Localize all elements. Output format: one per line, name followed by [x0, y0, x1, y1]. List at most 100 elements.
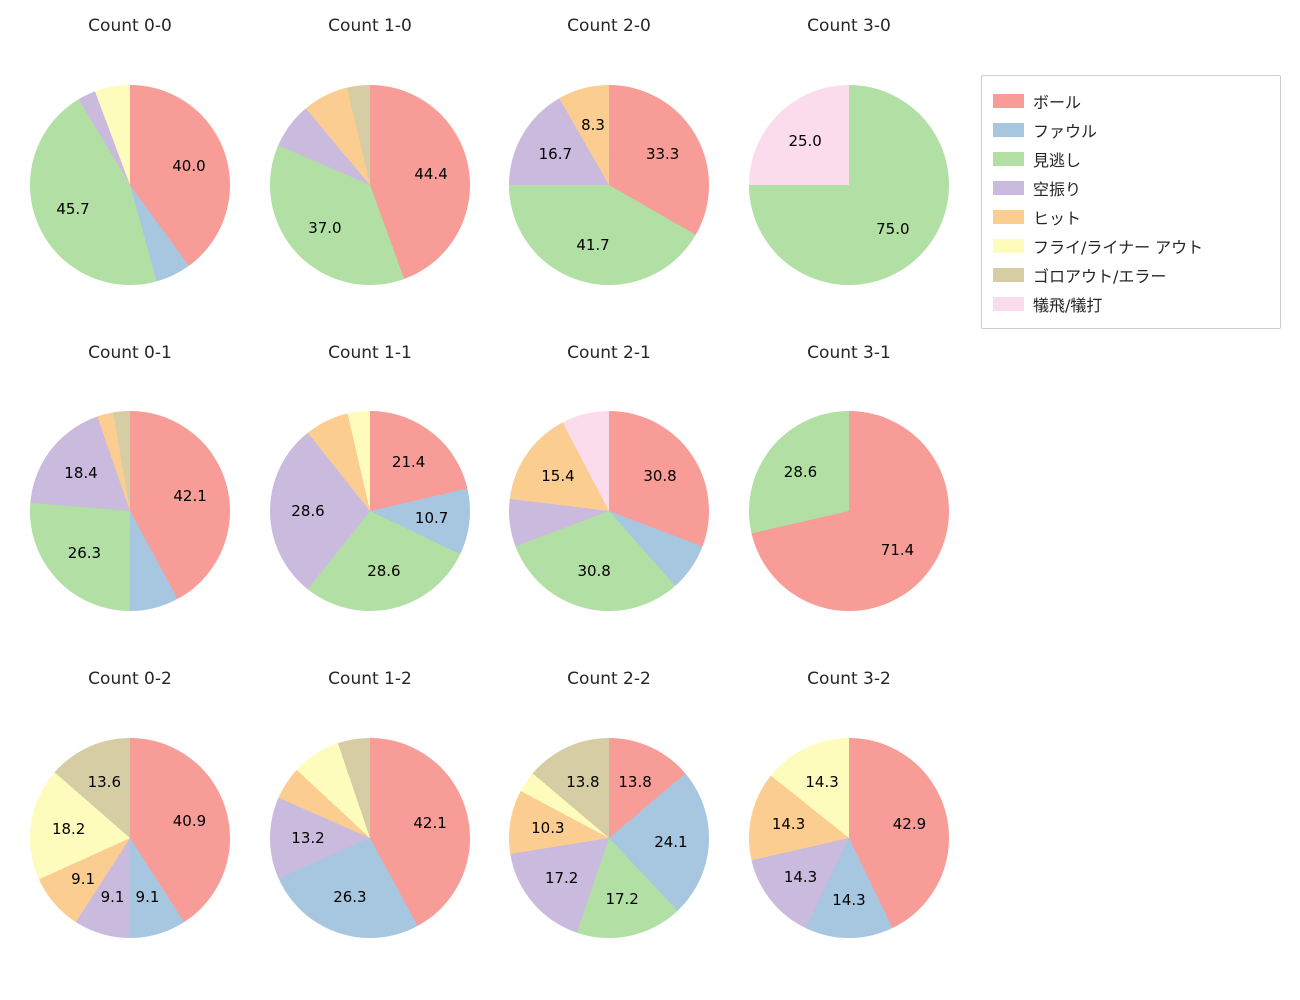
legend-swatch-sacrifice [993, 296, 1024, 311]
pie-percent-label: 25.0 [788, 132, 822, 151]
pie-percent-label: 41.7 [576, 235, 610, 254]
pie-chart-count-3-2: 42.9 14.3 14.3 14.3 14.3 [749, 738, 949, 938]
pie-percent-label: 26.3 [333, 887, 367, 906]
pie-circle [749, 411, 949, 611]
legend: ボール ファウル 見逃し 空振り ヒット フライ/ライナー アウト ゴロアウト/… [981, 75, 1281, 329]
pie-percent-label: 37.0 [308, 218, 342, 237]
legend-label: 空振り [1033, 179, 1082, 199]
pie-circle [509, 738, 709, 938]
pie-circle [30, 85, 230, 285]
pie-percent-label: 40.9 [172, 811, 207, 830]
pie-chart-count-0-1: 42.1 26.3 18.4 [30, 411, 230, 611]
pie-percent-label: 45.7 [56, 200, 90, 219]
pie-circle [30, 738, 230, 938]
legend-swatch-foul [993, 122, 1024, 137]
pie-percent-label: 13.6 [87, 772, 121, 791]
legend-item-fly-liner-out: フライ/ライナー アウト [993, 231, 1269, 260]
pie-chart-count-3-1: 71.4 28.6 [749, 411, 949, 611]
pie-title-count-3-1: Count 3-1 [807, 343, 891, 363]
pie-percent-label: 28.6 [367, 562, 401, 581]
legend-item-swinging-strike: 空振り [993, 173, 1269, 202]
pie-title-count-1-1: Count 1-1 [328, 343, 412, 363]
legend-swatch-fly-liner-out [993, 238, 1024, 253]
pie-circle [270, 85, 470, 285]
legend-label: フライ/ライナー アウト [1033, 237, 1204, 257]
pie-percent-label: 26.3 [67, 544, 102, 562]
pie-percent-label: 15.4 [541, 466, 575, 485]
legend-swatch-called-strike [993, 151, 1024, 166]
pie-percent-label: 71.4 [880, 540, 915, 559]
pie-chart-count-2-0: 33.3 41.7 16.7 8.3 [509, 85, 709, 285]
legend-swatch-ball [993, 93, 1024, 108]
pie-percent-label: 17.2 [544, 869, 579, 888]
legend-swatch-groundout-error [993, 267, 1024, 282]
pie-percent-label: 8.3 [581, 116, 605, 135]
pie-percent-label: 42.1 [173, 486, 207, 505]
pie-title-count-0-1: Count 0-1 [88, 343, 172, 363]
pie-title-count-0-0: Count 0-0 [88, 16, 172, 36]
pie-chart-count-1-2: 42.1 26.3 13.2 [270, 738, 470, 938]
pie-percent-label: 16.7 [538, 144, 573, 163]
pie-percent-label: 30.8 [643, 466, 677, 485]
pie-percent-label: 40.0 [172, 156, 206, 175]
legend-label: ゴロアウト/エラー [1033, 266, 1167, 286]
pie-percent-label: 42.1 [413, 813, 447, 832]
pie-percent-label: 13.8 [618, 772, 652, 791]
legend-swatch-hit [993, 209, 1024, 224]
pie-percent-label: 28.6 [291, 502, 325, 520]
pie-circle [509, 411, 709, 611]
pie-percent-label: 21.4 [391, 453, 426, 472]
legend-item-groundout-error: ゴロアウト/エラー [993, 260, 1269, 289]
pie-title-count-2-1: Count 2-1 [567, 343, 651, 363]
pie-percent-label: 9.1 [135, 888, 160, 907]
pie-percent-label: 28.6 [783, 463, 818, 482]
pie-percent-label: 44.4 [414, 165, 448, 184]
legend-label: ヒット [1033, 208, 1082, 228]
pie-title-count-3-2: Count 3-2 [807, 669, 891, 689]
legend-item-foul: ファウル [993, 115, 1269, 144]
legend-swatch-swinging-strike [993, 180, 1024, 195]
pie-percent-label: 9.1 [100, 888, 125, 907]
pie-percent-label: 33.3 [645, 144, 680, 163]
pie-chart-count-0-0: 40.0 45.7 [30, 85, 230, 285]
pie-chart-count-1-1: 21.4 10.7 28.6 28.6 [270, 411, 470, 611]
pie-percent-label: 14.3 [783, 867, 818, 886]
pie-circle [749, 738, 949, 938]
legend-item-hit: ヒット [993, 202, 1269, 231]
pie-chart-count-2-2: 13.8 24.1 17.2 17.2 10.3 13.8 [509, 738, 709, 938]
pie-circle [749, 85, 949, 285]
pie-percent-label: 13.8 [566, 772, 600, 791]
pie-percent-label: 18.4 [64, 463, 98, 482]
pie-circle [270, 411, 470, 611]
pie-percent-label: 18.2 [51, 820, 86, 839]
pie-chart-count-2-1: 30.8 30.8 15.4 [509, 411, 709, 611]
pie-percent-label: 17.2 [605, 889, 639, 908]
pie-circle [509, 85, 709, 285]
pie-percent-label: 14.3 [771, 815, 806, 834]
pie-percent-label: 13.2 [291, 829, 325, 847]
pie-title-count-2-2: Count 2-2 [567, 669, 651, 689]
pie-title-count-3-0: Count 3-0 [807, 16, 891, 36]
pie-chart-count-0-2: 40.9 9.1 9.1 9.1 18.2 13.6 [30, 738, 230, 938]
pie-chart-count-3-0: 75.0 25.0 [749, 85, 949, 285]
pie-percent-label: 30.8 [577, 562, 611, 581]
pie-title-count-1-2: Count 1-2 [328, 669, 412, 689]
legend-label: 犠飛/犠打 [1033, 295, 1103, 315]
pie-title-count-1-0: Count 1-0 [328, 16, 412, 36]
pie-circle [30, 411, 230, 611]
pie-title-count-2-0: Count 2-0 [567, 16, 651, 36]
legend-label: ボール [1033, 92, 1082, 112]
pie-percent-label: 24.1 [654, 832, 688, 851]
legend-item-called-strike: 見逃し [993, 144, 1269, 173]
pie-percent-label: 10.3 [531, 818, 565, 837]
legend-label: ファウル [1033, 121, 1098, 141]
pie-chart-count-1-0: 44.4 37.0 [270, 85, 470, 285]
pie-percent-label: 42.9 [892, 815, 927, 834]
pie-percent-label: 14.3 [832, 891, 866, 909]
pie-circle [270, 738, 470, 938]
legend-item-ball: ボール [993, 86, 1269, 115]
pie-title-count-0-2: Count 0-2 [88, 669, 172, 689]
pie-percent-label: 9.1 [71, 869, 96, 888]
pie-percent-label: 75.0 [876, 219, 910, 238]
